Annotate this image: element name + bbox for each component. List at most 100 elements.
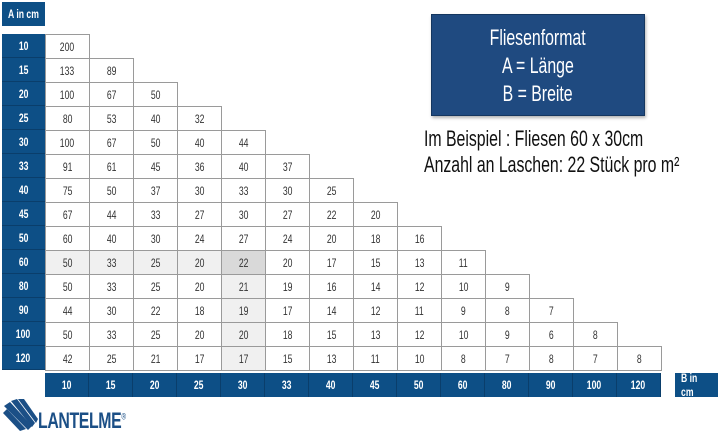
table-cell: 9	[485, 274, 530, 299]
table-cell: 67	[89, 130, 134, 155]
table-cell: 36	[177, 154, 222, 179]
row-label-a: 100	[2, 322, 45, 346]
row-label-a: 80	[2, 274, 45, 298]
table-cell: 50	[45, 250, 90, 275]
table-cell: 200	[45, 34, 90, 59]
table-cell: 25	[133, 274, 178, 299]
table-cell: 42	[45, 346, 90, 371]
table-cell: 30	[177, 178, 222, 203]
table-cell: 8	[441, 346, 486, 371]
column-label-b: 100	[573, 373, 617, 397]
table-cell: 44	[89, 202, 134, 227]
table-cell: 13	[397, 250, 442, 275]
table-cell: 37	[265, 154, 310, 179]
axis-a-label: A in cm	[2, 2, 45, 26]
table-cell: 37	[133, 178, 178, 203]
table-cell: 8	[573, 322, 618, 347]
table-cell: 20	[221, 322, 266, 347]
row-label-a: 20	[2, 82, 45, 106]
table-cell: 17	[221, 346, 266, 371]
table-cell: 8	[529, 346, 574, 371]
row-label-a: 50	[2, 226, 45, 250]
table-cell: 33	[89, 322, 134, 347]
table-cell: 22	[221, 250, 266, 275]
table-cell: 7	[573, 346, 618, 371]
column-label-b: 50	[397, 373, 441, 397]
table-cell: 15	[309, 322, 354, 347]
table-cell: 15	[265, 346, 310, 371]
table-cell: 27	[177, 202, 222, 227]
example-line-1: Im Beispiel : Fliesen 60 x 30cm	[424, 126, 644, 151]
table-cell: 20	[177, 250, 222, 275]
column-label-b: 15	[89, 373, 133, 397]
table-cell: 33	[221, 178, 266, 203]
table-cell: 20	[177, 274, 222, 299]
table-cell: 50	[45, 322, 90, 347]
table-cell: 33	[89, 274, 134, 299]
example-line-2: Anzahl an Laschen: 22 Stück pro m²	[424, 152, 680, 177]
table-cell: 27	[221, 226, 266, 251]
info-line-b: B = Breite	[503, 81, 573, 106]
table-cell: 45	[133, 154, 178, 179]
table-cell: 133	[45, 58, 90, 83]
column-label-b: 80	[485, 373, 529, 397]
table-cell: 12	[397, 322, 442, 347]
table-cell: 13	[353, 322, 398, 347]
table-cell: 33	[133, 202, 178, 227]
row-label-a: 90	[2, 298, 45, 322]
table-cell: 44	[221, 130, 266, 155]
table-cell: 19	[265, 274, 310, 299]
table-cell: 30	[89, 298, 134, 323]
table-cell: 30	[265, 178, 310, 203]
table-cell: 18	[353, 226, 398, 251]
table-cell: 11	[397, 298, 442, 323]
table-cell: 21	[221, 274, 266, 299]
table-cell: 16	[309, 274, 354, 299]
table-cell: 100	[45, 130, 90, 155]
table-cell: 50	[133, 130, 178, 155]
table-cell: 16	[397, 226, 442, 251]
column-label-b: 120	[617, 373, 661, 397]
table-cell: 33	[89, 250, 134, 275]
table-cell: 18	[265, 322, 310, 347]
table-cell: 9	[441, 298, 486, 323]
axis-b-label: B in cm	[675, 371, 718, 399]
table-cell: 20	[265, 250, 310, 275]
table-cell: 91	[45, 154, 90, 179]
table-cell: 21	[133, 346, 178, 371]
table-cell: 14	[309, 298, 354, 323]
table-cell: 24	[177, 226, 222, 251]
table-cell: 67	[45, 202, 90, 227]
table-cell: 50	[45, 274, 90, 299]
table-cell: 80	[45, 106, 90, 131]
row-label-a: 40	[2, 178, 45, 202]
table-cell: 32	[177, 106, 222, 131]
table-cell: 20	[177, 322, 222, 347]
row-label-a: 30	[2, 130, 45, 154]
table-cell: 19	[221, 298, 266, 323]
table-cell: 17	[177, 346, 222, 371]
table-cell: 10	[397, 346, 442, 371]
table-cell: 20	[309, 226, 354, 251]
table-cell: 50	[89, 178, 134, 203]
column-label-b: 25	[177, 373, 221, 397]
column-label-b: 10	[45, 373, 89, 397]
table-cell: 100	[45, 82, 90, 107]
table-cell: 17	[309, 250, 354, 275]
column-label-b: 40	[309, 373, 353, 397]
table-cell: 89	[89, 58, 134, 83]
table-cell: 18	[177, 298, 222, 323]
column-label-b: 30	[221, 373, 265, 397]
table-cell: 60	[45, 226, 90, 251]
table-cell: 9	[485, 322, 530, 347]
table-cell: 15	[353, 250, 398, 275]
table-cell: 6	[529, 322, 574, 347]
table-cell: 7	[485, 346, 530, 371]
table-cell: 27	[265, 202, 310, 227]
table-cell: 40	[89, 226, 134, 251]
table-cell: 22	[309, 202, 354, 227]
table-cell: 50	[133, 82, 178, 107]
column-label-b: 33	[265, 373, 309, 397]
column-label-b: 60	[441, 373, 485, 397]
table-cell: 14	[353, 274, 398, 299]
